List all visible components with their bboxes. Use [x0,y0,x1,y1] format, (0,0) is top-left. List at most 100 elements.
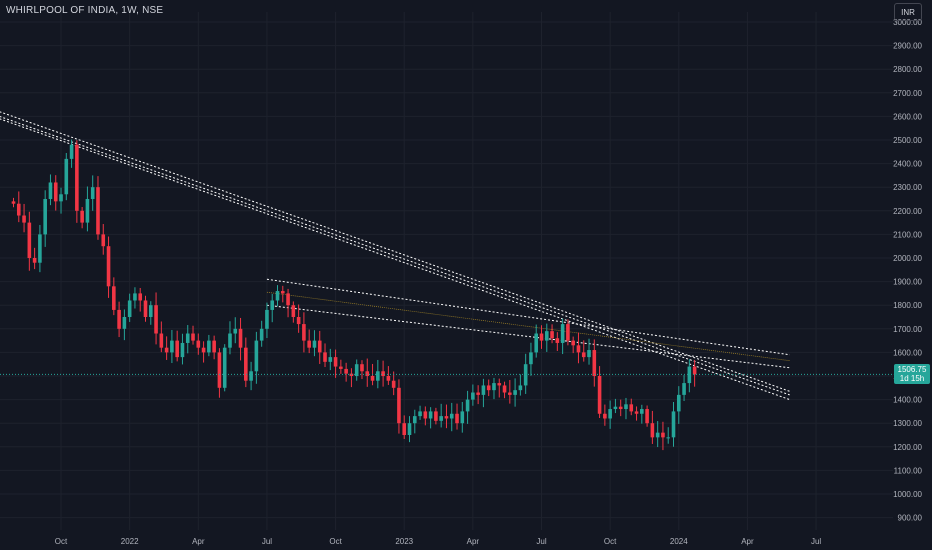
price-tick-label: 3000.00 [893,18,922,27]
candle-body [550,331,554,339]
candle [212,335,216,360]
candle [286,288,290,318]
candle [254,331,259,384]
candle [323,343,327,368]
candle-body [312,340,317,348]
candle [428,407,433,429]
candle [455,403,459,430]
candle [666,427,671,444]
candle [170,329,174,364]
candle-body [354,364,359,376]
candle-body [148,305,153,317]
candle [291,301,296,323]
candle-body [249,371,253,381]
candle [381,360,385,387]
currency-button[interactable]: INR [894,3,922,21]
candle-body [402,423,407,435]
candle [11,197,16,208]
candle [259,320,264,347]
candle-body [597,376,602,414]
candle [608,400,612,429]
candle-body [676,394,681,412]
candle-body [43,199,47,235]
time-tick-label: Jul [811,537,821,546]
candle-body [180,342,185,358]
candle-body [48,182,53,199]
candle [444,404,449,429]
candle [492,377,496,400]
candle [360,360,364,380]
candle-body [175,340,179,358]
candle [249,361,253,391]
candle-body [592,350,597,376]
candle-body [618,406,623,410]
candle-body [634,411,639,414]
candle-series[interactable] [11,139,697,451]
candle [148,301,153,325]
candle-body [444,416,449,419]
candle [523,353,528,394]
price-tick-label: 2400.00 [893,160,922,169]
candle-body [640,409,644,414]
price-axis[interactable]: 900.00 1000.00 1100.00 1200.00 1300.00 1400.0… [893,18,922,523]
candle [90,175,95,211]
time-axis[interactable]: Oct 2022 Apr Jul Oct 2023 Apr Jul Oct 2024 Apr Jul [55,537,822,546]
candle-body [581,352,586,358]
candle [38,224,42,273]
candle [629,398,634,416]
candle [555,332,560,351]
candle-body [16,203,21,216]
candle-body [407,423,412,435]
candle [185,325,190,354]
candle [270,293,275,323]
candle [101,224,106,255]
chart-grid [0,12,893,530]
candle-body [22,215,26,223]
candle-body [275,291,280,301]
price-tick-label: 2000.00 [893,254,922,263]
candle-body [59,194,63,202]
candle [80,207,84,229]
candle [534,324,539,358]
time-tick-label: Oct [55,537,68,546]
candle [397,379,401,434]
candle-body [608,409,612,419]
price-tick-label: 1200.00 [893,443,922,452]
candle [682,375,686,402]
candle [423,406,428,426]
time-tick-label: Apr [467,537,480,546]
trendline-group[interactable] [0,111,790,401]
candle [339,359,343,374]
candle-body [666,437,671,439]
candle-body [106,246,111,287]
candle-body [360,364,364,372]
candle [127,293,132,322]
candle [603,404,607,426]
time-tick-label: 2022 [121,537,139,546]
candle-body [201,347,206,353]
candle [59,187,63,214]
price-tick-label: 2500.00 [893,136,922,145]
price-tick-label: 1900.00 [893,278,922,287]
candle-body [323,352,327,362]
symbol-title[interactable]: WHIRLPOOL OF INDIA, 1W, NSE [6,5,164,16]
candle [376,359,380,389]
candle [333,349,338,378]
candle-body [164,347,169,353]
candle [407,416,412,443]
candle [96,176,100,240]
candle [43,190,47,247]
candle-body [254,340,259,372]
candle-body [90,187,95,199]
candle-body [238,328,243,348]
candle-body [344,368,348,374]
candle-body [682,383,686,395]
time-tick-label: Oct [329,537,342,546]
candle [64,152,69,201]
candle-body [333,357,338,367]
candle [280,285,285,303]
candle [265,302,269,339]
candle-body [471,392,475,400]
candle-body [629,404,634,412]
